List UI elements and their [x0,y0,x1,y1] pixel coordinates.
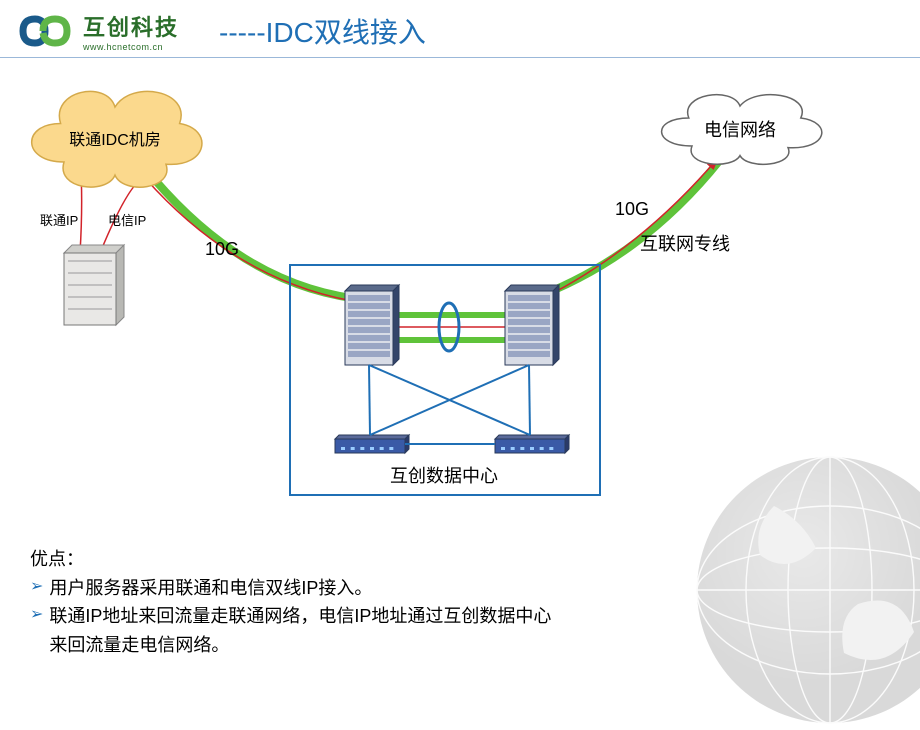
logo-main-text: 互创科技 [83,10,179,42]
svg-text:电信网络: 电信网络 [704,120,776,140]
advantages-item: ➢联通IP地址来回流量走联通网络，电信IP地址通过互创数据中心 来回流量走电信网… [30,602,551,660]
logo-sub-text: www.hcnetcom.cn [83,42,179,52]
svg-text:互创数据中心: 互创数据中心 [390,466,498,486]
svg-text:电信IP: 电信IP [108,213,146,228]
svg-text:互联网专线: 互联网专线 [640,234,730,254]
svg-text:10G: 10G [615,199,649,219]
svg-text:联通IP: 联通IP [40,213,78,228]
advantages-item: ➢用户服务器采用联通和电信双线IP接入。 [30,574,551,603]
svg-text:联通IDC机房: 联通IDC机房 [69,131,161,149]
advantages-block: 优点： ➢用户服务器采用联通和电信双线IP接入。➢联通IP地址来回流量走联通网络… [30,545,551,660]
svg-text:10G: 10G [205,239,239,259]
diagram-canvas: 联通IDC机房 电信网络联通IP 电信IP 10G 10G 互联网专线互创数据中心 [0,60,920,580]
header: 互创科技 www.hcnetcom.cn -----IDC双线接入 [0,0,920,58]
page-title: -----IDC双线接入 [219,11,426,51]
logo-icon [15,11,75,51]
advantages-title: 优点： [30,545,551,574]
